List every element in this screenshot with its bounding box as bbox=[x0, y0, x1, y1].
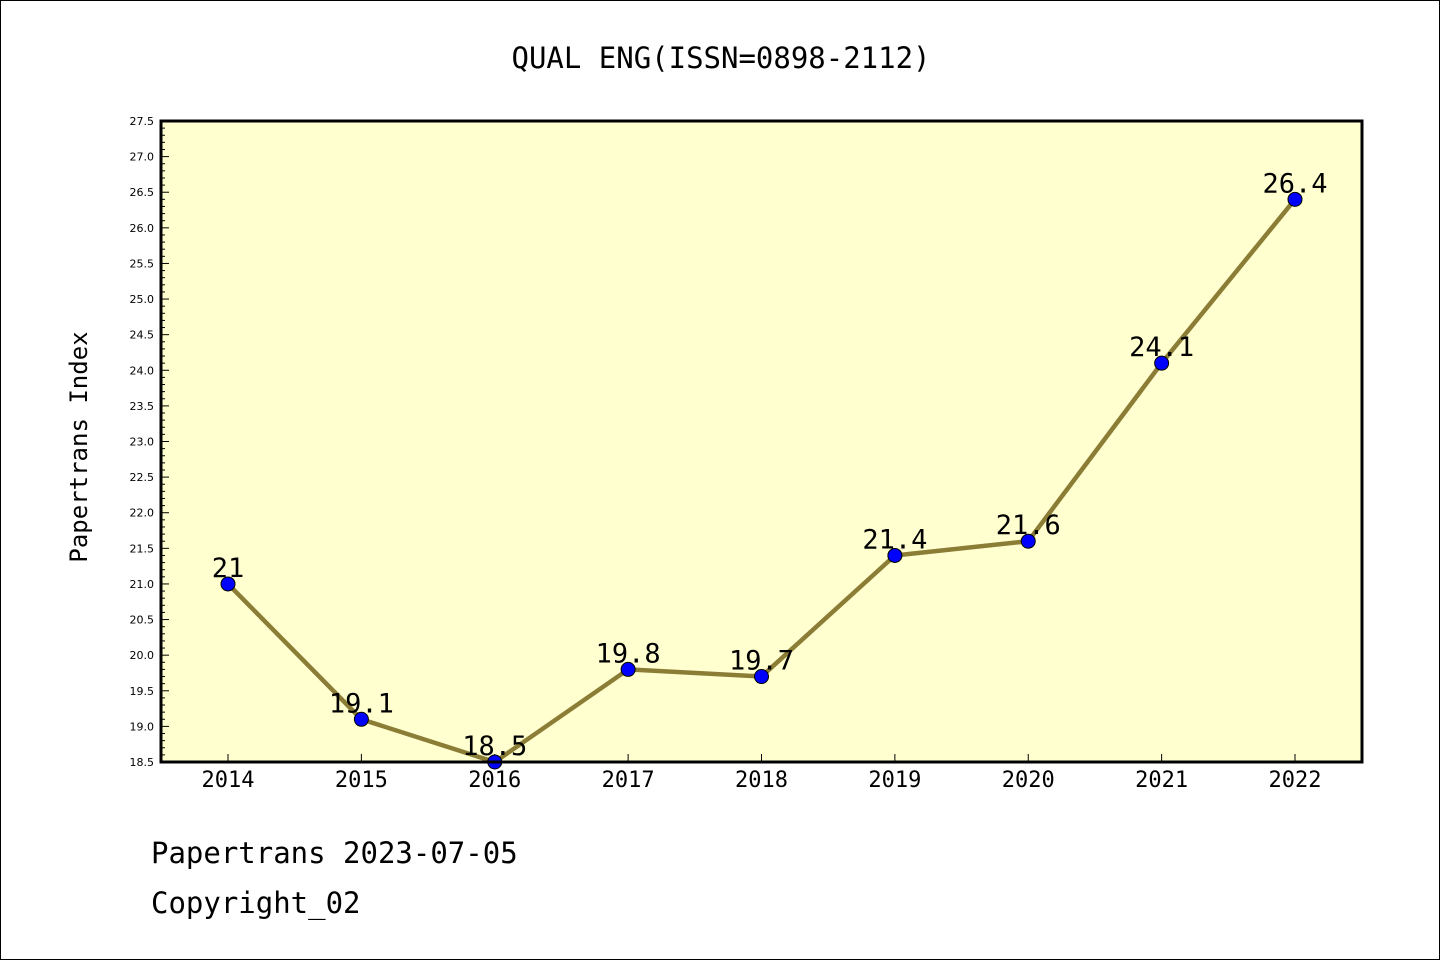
data-label: 21.6 bbox=[996, 510, 1061, 541]
data-label: 19.8 bbox=[596, 638, 661, 669]
footer-copyright-line: Copyright_02 bbox=[151, 886, 361, 920]
footer-date-line: Papertrans 2023-07-05 bbox=[151, 836, 518, 870]
data-point bbox=[1287, 191, 1303, 207]
x-tick-label: 2020 bbox=[1002, 768, 1055, 793]
data-point bbox=[353, 711, 369, 727]
data-point bbox=[1154, 355, 1170, 371]
y-tick-label: 27.0 bbox=[130, 151, 155, 164]
y-tick-label: 23.5 bbox=[130, 400, 155, 413]
y-tick-label: 23.0 bbox=[130, 436, 155, 449]
y-axis: 18.5 19.0 19.5 20.0 20.5 21.0 21.5 22.0 22.5 23.0… bbox=[130, 115, 169, 769]
y-tick-label: 22.5 bbox=[130, 471, 155, 484]
data-series bbox=[220, 191, 1303, 770]
data-label: 26.4 bbox=[1262, 168, 1327, 199]
y-tick-label: 21.0 bbox=[130, 578, 155, 591]
y-tick-label: 22.0 bbox=[130, 507, 155, 520]
y-tick-label: 20.5 bbox=[130, 614, 155, 627]
y-axis-label: Papertrans Index bbox=[65, 331, 93, 562]
y-tick-label: 24.5 bbox=[130, 329, 155, 342]
y-tick-label: 21.5 bbox=[130, 542, 155, 555]
y-tick-label: 19.0 bbox=[130, 720, 155, 733]
y-tick-label: 24.0 bbox=[130, 364, 155, 377]
data-label: 18.5 bbox=[462, 731, 527, 762]
y-tick-label: 27.5 bbox=[130, 115, 155, 128]
data-labels: 21 19.1 18.5 19.8 19.7 21.4 21.6 24.1 26.4 bbox=[212, 168, 1328, 762]
x-tick-label: 2017 bbox=[602, 768, 655, 793]
data-label: 21 bbox=[212, 553, 245, 584]
x-tick-label: 2019 bbox=[868, 768, 921, 793]
data-point bbox=[1020, 533, 1036, 549]
data-point bbox=[220, 576, 236, 592]
data-label: 19.1 bbox=[329, 688, 394, 719]
y-tick-label: 18.5 bbox=[130, 756, 155, 769]
data-point bbox=[620, 661, 636, 677]
x-tick-label: 2021 bbox=[1135, 768, 1188, 793]
data-label: 24.1 bbox=[1129, 332, 1194, 363]
x-tick-label: 2014 bbox=[202, 768, 255, 793]
data-point bbox=[887, 547, 903, 563]
y-tick-label: 26.5 bbox=[130, 186, 155, 199]
y-tick-label: 25.5 bbox=[130, 257, 155, 270]
y-tick-label: 25.0 bbox=[130, 293, 155, 306]
x-tick-label: 2015 bbox=[335, 768, 388, 793]
data-point bbox=[754, 669, 769, 685]
y-tick-label: 26.0 bbox=[130, 222, 155, 235]
y-tick-label: 19.5 bbox=[130, 685, 155, 698]
x-tick-label: 2016 bbox=[468, 768, 521, 793]
chart-title: QUAL ENG(ISSN=0898-2112) bbox=[511, 41, 930, 75]
x-tick-label: 2018 bbox=[735, 768, 788, 793]
data-label: 21.4 bbox=[862, 524, 927, 555]
data-label: 19.7 bbox=[729, 646, 794, 677]
y-tick-label: 20.0 bbox=[130, 649, 155, 662]
plot-border bbox=[159, 119, 1364, 764]
x-tick-label: 2022 bbox=[1269, 768, 1322, 793]
plot-area bbox=[161, 121, 1362, 762]
